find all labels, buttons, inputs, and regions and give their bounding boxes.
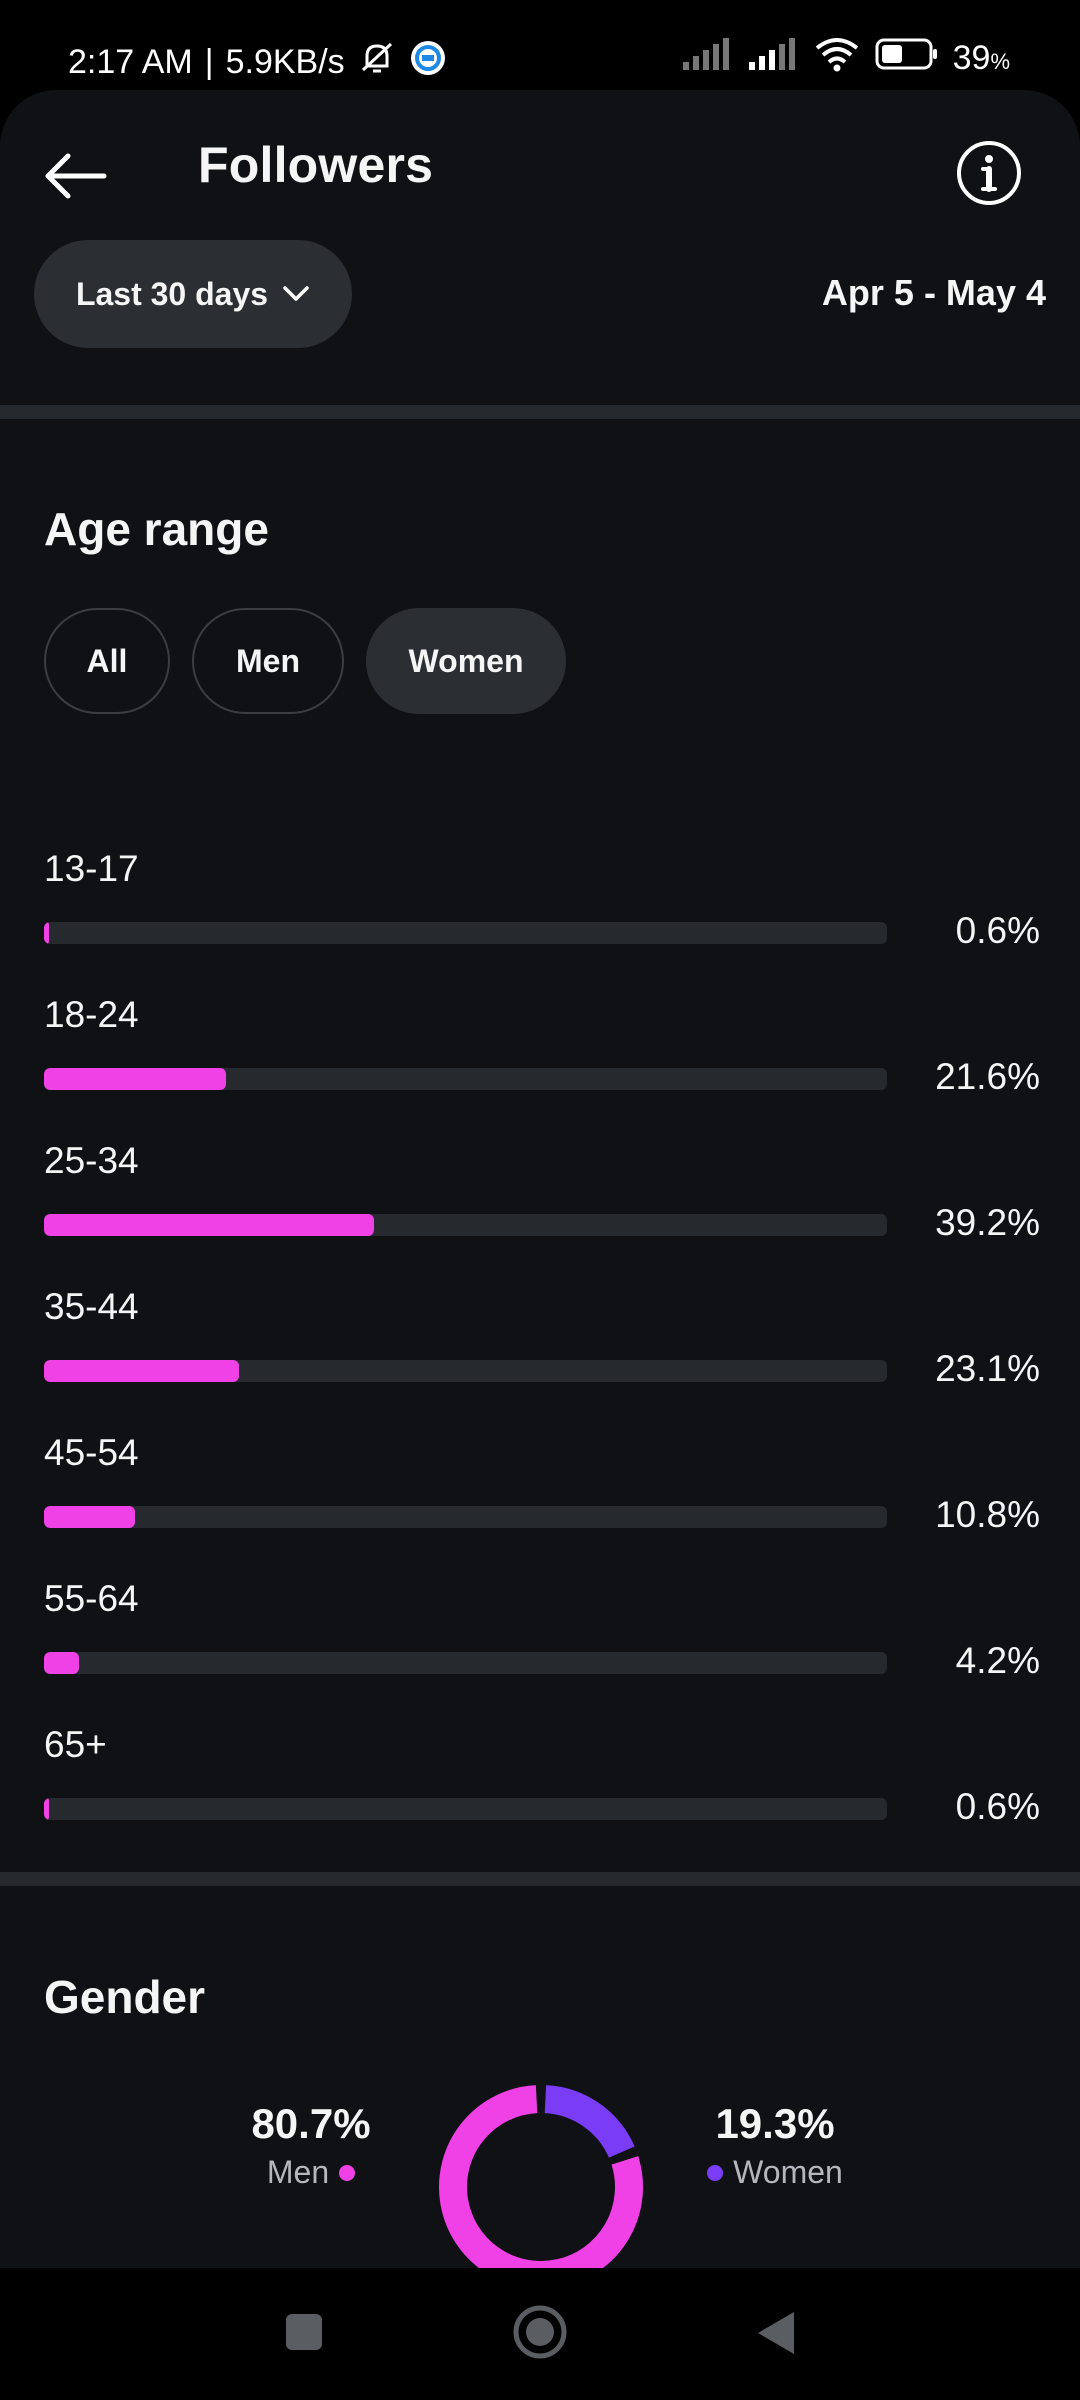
gender-women-stat: 19.3% Women	[700, 2100, 850, 2191]
men-legend: Men	[236, 2154, 386, 2191]
status-bar: 2:17 AM | 5.9KB/s	[0, 0, 1080, 92]
age-row: 25-34 39.2%	[44, 1140, 1040, 1286]
status-right: 39%	[681, 36, 1010, 81]
system-nav-bar	[0, 2268, 1080, 2400]
women-legend: Women	[700, 2154, 850, 2191]
section-divider	[0, 1872, 1080, 1886]
age-bar-fill	[44, 1652, 79, 1674]
age-bar-fill	[44, 922, 49, 944]
age-percentage: 0.6%	[955, 910, 1040, 951]
age-label: 25-34	[44, 1140, 139, 1181]
age-row: 35-44 23.1%	[44, 1286, 1040, 1432]
age-bar-fill	[44, 1068, 226, 1090]
recents-button[interactable]	[284, 2312, 324, 2357]
donut-slice-men	[439, 2085, 643, 2268]
status-left: 2:17 AM | 5.9KB/s	[68, 38, 447, 87]
chip-women[interactable]: Women	[366, 608, 566, 714]
date-range-label: Last 30 days	[75, 275, 269, 312]
age-bar-fill	[44, 1798, 49, 1820]
age-row: 55-64 4.2%	[44, 1578, 1040, 1724]
chevron-down-icon	[283, 286, 309, 301]
age-row: 18-24 21.6%	[44, 994, 1040, 1140]
age-bar-track	[44, 922, 887, 944]
donut-slice-women	[544, 2085, 635, 2159]
wifi-icon	[813, 36, 861, 81]
men-label: Men	[266, 2154, 330, 2190]
age-bar-fill	[44, 1506, 135, 1528]
back-triangle-icon	[758, 2312, 794, 2354]
gender-filter-chips: All Men Women	[44, 608, 566, 714]
age-row: 45-54 10.8%	[44, 1432, 1040, 1578]
back-nav-button[interactable]	[756, 2310, 796, 2361]
signal-icon	[747, 36, 799, 81]
section-divider	[0, 405, 1080, 419]
age-percentage: 4.2%	[955, 1640, 1040, 1681]
age-percentage: 23.1%	[935, 1348, 1040, 1389]
page-title: Followers	[198, 137, 434, 193]
gender-men-stat: 80.7% Men	[236, 2100, 386, 2191]
arrow-left-icon	[45, 153, 107, 199]
chip-women-label: Women	[408, 642, 524, 679]
info-icon	[957, 141, 1021, 205]
status-net-speed: 5.9KB/s	[225, 43, 345, 81]
battery-level: 39%	[952, 39, 1010, 77]
back-button[interactable]	[40, 140, 112, 212]
age-bar-track	[44, 1652, 887, 1674]
followers-screen: Followers Last 30 days Apr 5 - May 4 Age…	[0, 90, 1080, 2268]
top-app-bar: Followers	[0, 90, 1080, 240]
age-bar-fill	[44, 1214, 374, 1236]
age-row: 13-17 0.6%	[44, 848, 1040, 994]
home-circle-icon	[513, 2305, 567, 2359]
age-label: 18-24	[44, 994, 139, 1035]
age-label: 55-64	[44, 1578, 139, 1619]
home-button[interactable]	[512, 2304, 568, 2365]
gender-title: Gender	[44, 1971, 206, 2023]
battery-icon	[875, 37, 939, 80]
age-bar-track	[44, 1068, 887, 1090]
age-bar-track	[44, 1798, 887, 1820]
age-range-title: Age range	[44, 503, 269, 555]
age-label: 65+	[44, 1724, 107, 1765]
status-separator: |	[204, 43, 214, 81]
sync-app-icon	[409, 39, 447, 86]
age-bar-track	[44, 1506, 887, 1528]
women-label: Women	[733, 2154, 843, 2190]
men-color-dot	[339, 2164, 356, 2181]
date-filter-row: Last 30 days Apr 5 - May 4	[0, 240, 1080, 360]
age-bar-fill	[44, 1360, 239, 1382]
date-range-dropdown[interactable]: Last 30 days	[34, 240, 352, 348]
age-label: 35-44	[44, 1286, 139, 1327]
age-bar-track	[44, 1214, 887, 1236]
women-color-dot	[707, 2164, 724, 2181]
age-percentage: 21.6%	[935, 1056, 1040, 1097]
age-bar-track	[44, 1360, 887, 1382]
age-percentage: 39.2%	[935, 1202, 1040, 1243]
age-percentage: 10.8%	[935, 1494, 1040, 1535]
age-percentage: 0.6%	[955, 1786, 1040, 1827]
age-row: 65+ 0.6%	[44, 1724, 1040, 1870]
age-label: 13-17	[44, 848, 139, 889]
signal-icon	[681, 36, 733, 81]
men-percentage: 80.7%	[251, 2100, 371, 2147]
chip-all[interactable]: All	[44, 608, 170, 714]
chip-men-label: Men	[236, 642, 300, 679]
status-time: 2:17 AM	[68, 43, 193, 81]
age-range-section: Age range All Men Women 13-17 0.6% 18-24 21…	[0, 420, 1080, 1960]
info-button[interactable]	[954, 138, 1024, 208]
recents-square-icon	[286, 2314, 322, 2350]
mute-bell-icon	[357, 38, 397, 87]
gender-section: Gender 80.7% Men 19.3% Women	[0, 1886, 1080, 2268]
age-label: 45-54	[44, 1432, 139, 1473]
gender-donut-chart	[439, 2085, 643, 2268]
chip-men[interactable]: Men	[192, 608, 344, 714]
date-range-text: Apr 5 - May 4	[821, 272, 1046, 313]
chip-all-label: All	[86, 642, 128, 679]
women-percentage: 19.3%	[715, 2100, 835, 2147]
